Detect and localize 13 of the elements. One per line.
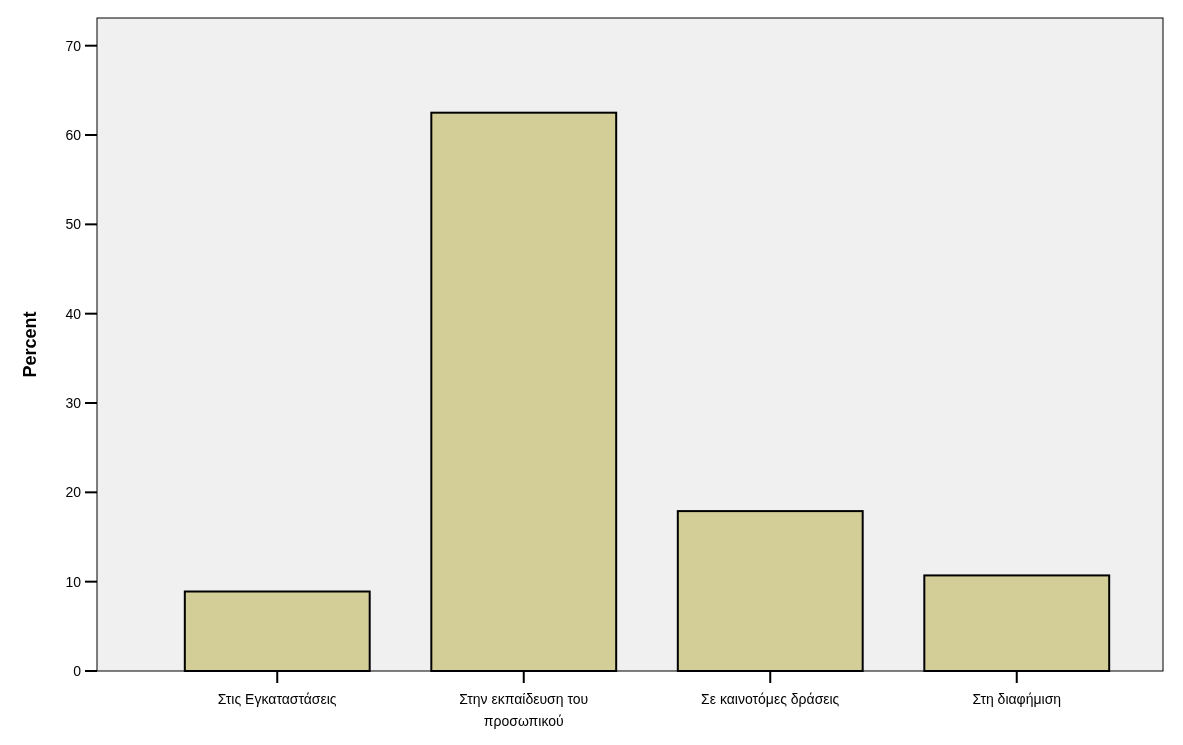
y-tick-label: 30 xyxy=(65,394,82,411)
y-tick-label: 70 xyxy=(65,37,82,54)
y-tick-label: 0 xyxy=(73,662,82,679)
x-tick-label: Σε καινοτόμες δράσεις xyxy=(701,691,840,707)
x-tick-label: Στις Εγκαταστάσεις xyxy=(217,691,337,707)
x-tick-label: Στην εκπαίδευση του προσωπικού xyxy=(459,691,589,729)
y-tick-label: 40 xyxy=(65,305,82,322)
y-tick-label: 60 xyxy=(65,126,82,143)
y-tick-label: 20 xyxy=(65,484,82,501)
x-tick-label: Στη διαφήμιση xyxy=(972,691,1062,707)
y-axis-title: Percent xyxy=(20,311,40,378)
y-tick-label: 50 xyxy=(65,216,82,233)
y-tick-label: 10 xyxy=(65,573,82,590)
